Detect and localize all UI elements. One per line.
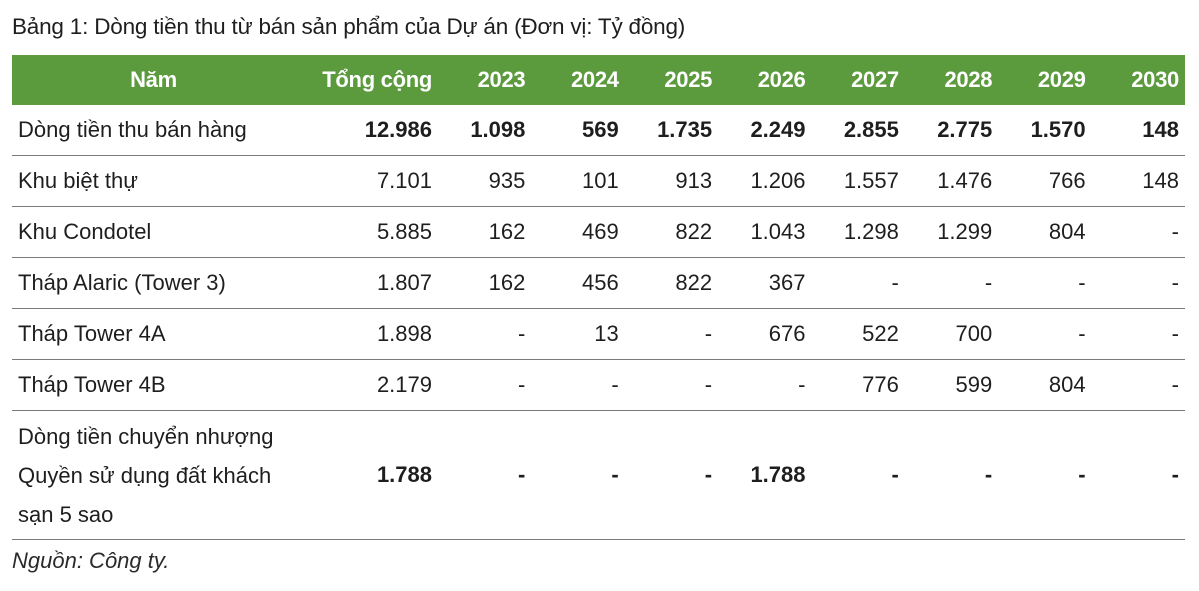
cell-2027: 522 (811, 308, 905, 360)
cell-2029: - (998, 257, 1092, 309)
cell-total: 1.898 (295, 308, 438, 360)
cell-2023: 162 (438, 257, 532, 309)
cell-2026: 367 (718, 257, 812, 309)
cell-2030: 148 (1091, 155, 1185, 207)
cell-2024: 456 (531, 257, 625, 309)
row-label: Khu Condotel (12, 206, 295, 258)
cell-2024: 469 (531, 206, 625, 258)
cell-2023: - (438, 410, 532, 540)
header-row: Năm Tổng cộng 2023 2024 2025 2026 2027 2… (12, 55, 1185, 105)
header-2023: 2023 (477, 67, 526, 92)
cell-2023: 1.098 (438, 105, 532, 156)
cell-2024: 569 (531, 105, 625, 156)
cell-2027: - (811, 410, 905, 540)
cell-2025: - (624, 410, 719, 540)
cell-2025: - (624, 308, 719, 360)
cashflow-table: Năm Tổng cộng 2023 2024 2025 2026 2027 2… (12, 55, 1185, 540)
cell-2029: - (998, 410, 1092, 540)
cell-2026: 1.788 (718, 410, 812, 540)
row-label: Tháp Alaric (Tower 3) (12, 257, 295, 309)
cell-2028: - (904, 257, 999, 309)
cell-total: 1.807 (295, 257, 438, 309)
cell-2029: 804 (998, 359, 1092, 411)
table-row-land-use-transfer: Dòng tiền chuyển nhượng Quyền sử dụng đấ… (12, 410, 1185, 540)
cell-2023: - (438, 308, 532, 360)
cell-2026: 2.249 (718, 105, 812, 156)
cell-2025: 1.735 (624, 105, 719, 156)
row-label: Tháp Tower 4A (12, 308, 295, 360)
table-row-tower-4a: Tháp Tower 4A 1.898 - 13 - 676 522 700 -… (12, 308, 1185, 360)
cell-2030: - (1091, 308, 1185, 360)
table-row-alaric-tower3: Tháp Alaric (Tower 3) 1.807 162 456 822 … (12, 257, 1185, 309)
cell-2024: 13 (531, 308, 625, 360)
cell-2024: - (531, 359, 625, 411)
cell-2030: - (1091, 410, 1185, 540)
cell-2028: 1.476 (904, 155, 999, 207)
cell-2030: - (1091, 206, 1185, 258)
row-label: Dòng tiền thu bán hàng (12, 105, 295, 156)
cell-2028: 1.299 (904, 206, 999, 258)
row-label: Khu biệt thự (12, 155, 295, 207)
cell-2029: 1.570 (998, 105, 1092, 156)
cell-2023: 162 (438, 206, 532, 258)
cell-2026: 676 (718, 308, 812, 360)
cell-2025: 822 (624, 257, 719, 309)
cell-2030: 148 (1091, 105, 1185, 156)
cell-2029: 766 (998, 155, 1092, 207)
cell-2028: - (904, 410, 999, 540)
row-label-line: sạn 5 sao (18, 501, 114, 527)
cell-total: 1.788 (295, 410, 438, 540)
cell-2024: - (531, 410, 625, 540)
row-label-line: Dòng tiền chuyển nhượng (18, 423, 274, 449)
cell-2027: 2.855 (811, 105, 905, 156)
table-row-sales-cashflow: Dòng tiền thu bán hàng 12.986 1.098 569 … (12, 105, 1185, 156)
row-label: Tháp Tower 4B (12, 359, 295, 411)
cell-total: 7.101 (295, 155, 438, 207)
cell-2027: 1.298 (811, 206, 905, 258)
table-row-condotel: Khu Condotel 5.885 162 469 822 1.043 1.2… (12, 206, 1185, 258)
header-2024: 2024 (571, 67, 619, 92)
cell-total: 5.885 (295, 206, 438, 258)
header-2027: 2027 (851, 67, 899, 92)
table-header: Năm Tổng cộng 2023 2024 2025 2026 2027 2… (12, 55, 1185, 105)
cell-total: 12.986 (295, 105, 438, 156)
row-label: Dòng tiền chuyển nhượng Quyền sử dụng đấ… (12, 410, 295, 540)
source-note: Nguồn: Công ty. (12, 548, 170, 573)
cell-2026: - (718, 359, 812, 411)
header-year-label: Năm (130, 67, 177, 92)
cell-2023: 935 (438, 155, 532, 207)
table-caption: Bảng 1: Dòng tiền thu từ bán sản phẩm củ… (12, 14, 686, 39)
header-2025: 2025 (664, 67, 713, 92)
table-body: Dòng tiền thu bán hàng 12.986 1.098 569 … (12, 105, 1185, 540)
cell-2028: 599 (904, 359, 999, 411)
cell-2026: 1.206 (718, 155, 812, 207)
table-row-villa: Khu biệt thự 7.101 935 101 913 1.206 1.5… (12, 155, 1185, 207)
header-2026: 2026 (757, 67, 806, 92)
cell-2030: - (1091, 257, 1185, 309)
cell-2023: - (438, 359, 532, 411)
cell-2027: 776 (811, 359, 905, 411)
cell-2029: - (998, 308, 1092, 360)
cell-total: 2.179 (295, 359, 438, 411)
cell-2025: 913 (624, 155, 719, 207)
cell-2028: 700 (904, 308, 999, 360)
header-2029: 2029 (1037, 67, 1086, 92)
cell-2024: 101 (531, 155, 625, 207)
table-row-tower-4b: Tháp Tower 4B 2.179 - - - - 776 599 804 … (12, 359, 1185, 411)
cell-2025: - (624, 359, 719, 411)
header-total: Tổng cộng (322, 67, 432, 92)
cell-2026: 1.043 (718, 206, 812, 258)
cell-2027: 1.557 (811, 155, 905, 207)
cell-2029: 804 (998, 206, 1092, 258)
cell-2025: 822 (624, 206, 719, 258)
row-label-line: Quyền sử dụng đất khách (18, 462, 272, 488)
cell-2030: - (1091, 359, 1185, 411)
cell-2028: 2.775 (904, 105, 999, 156)
cell-2027: - (811, 257, 905, 309)
header-2030: 2030 (1131, 67, 1179, 92)
header-2028: 2028 (944, 67, 993, 92)
